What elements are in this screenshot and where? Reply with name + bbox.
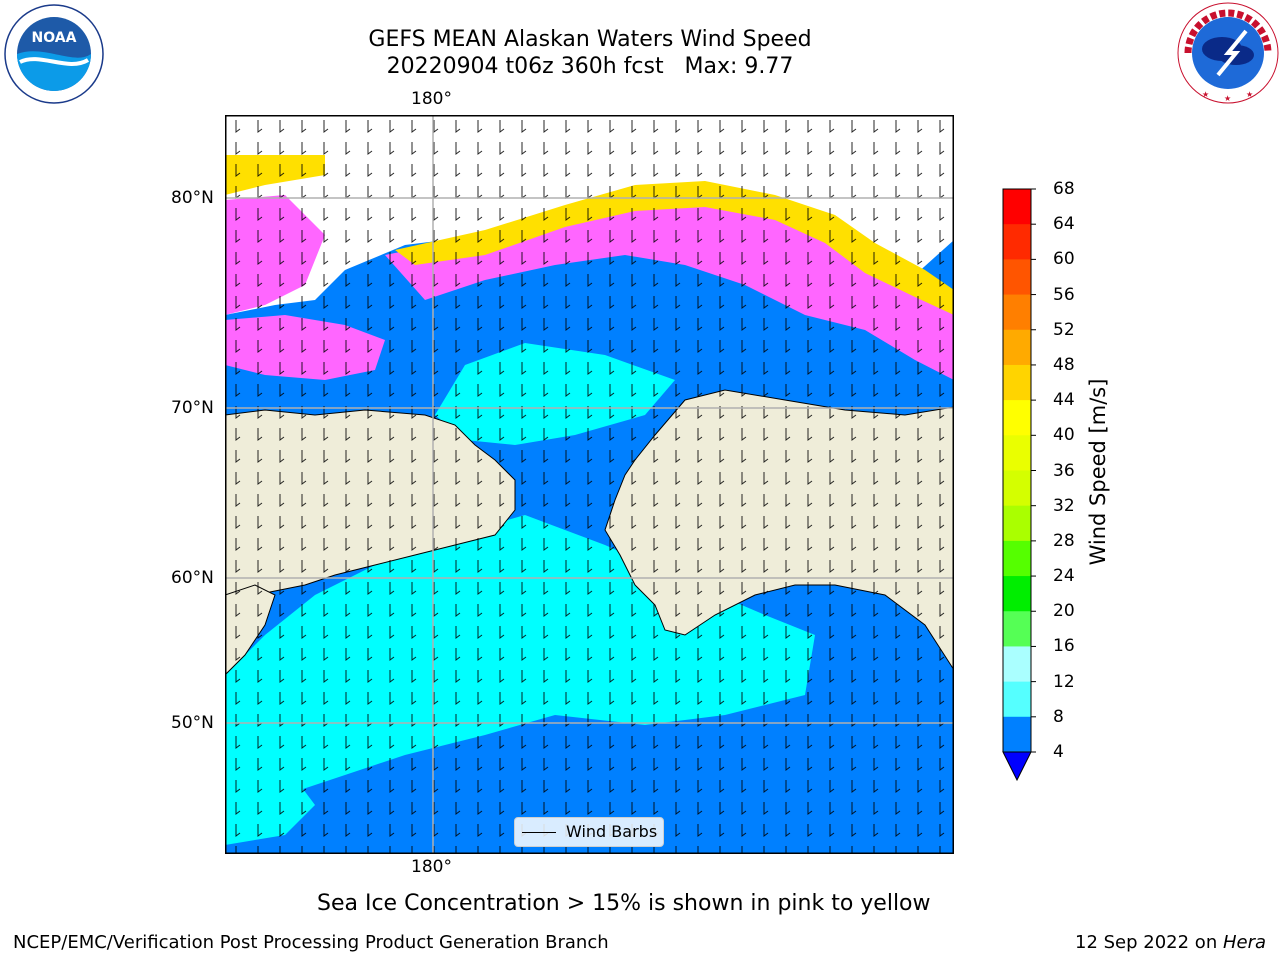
colorbar-tick-label: 44 xyxy=(1053,390,1075,411)
lat-label-50n: 50°N xyxy=(171,713,214,733)
svg-text:★: ★ xyxy=(1246,90,1253,99)
colorbar-tick-label: 8 xyxy=(1053,706,1064,727)
colorbar-band xyxy=(1003,224,1031,260)
colorbar-band xyxy=(1003,576,1031,612)
lon-label-top: 180° xyxy=(411,89,452,109)
colorbar-tick-label: 12 xyxy=(1053,671,1075,692)
nws-logo-icon: ★ ★ ★ xyxy=(1177,2,1279,104)
footer-host: Hera xyxy=(1222,932,1266,953)
lat-label-80n: 80°N xyxy=(171,188,214,208)
colorbar-band xyxy=(1003,435,1031,471)
footer-credit: NCEP/EMC/Verification Post Processing Pr… xyxy=(13,932,609,953)
lat-label-70n: 70°N xyxy=(171,398,214,418)
colorbar-tick-label: 24 xyxy=(1053,566,1075,587)
colorbar-extend xyxy=(1002,751,1032,782)
colorbar-tick-label: 32 xyxy=(1053,495,1075,516)
footer-timestamp: 12 Sep 2022 on Hera xyxy=(1075,932,1266,954)
colorbar-tick-label: 56 xyxy=(1053,284,1075,305)
colorbar-band xyxy=(1003,470,1031,507)
colorbar-tick-label: 28 xyxy=(1053,530,1075,551)
colorbar-tick-label: 16 xyxy=(1053,636,1075,657)
noaa-logo-text: NOAA xyxy=(32,30,77,46)
map-title: GEFS MEAN Alaskan Waters Wind Speed xyxy=(368,27,812,52)
colorbar-band xyxy=(1003,259,1031,296)
colorbar-band xyxy=(1003,505,1031,542)
map-legend: Wind Barbs xyxy=(514,817,664,847)
colorbar-band xyxy=(1003,189,1031,225)
colorbar-band xyxy=(1003,364,1031,401)
colorbar-tick-label: 40 xyxy=(1053,425,1075,446)
colorbar-band xyxy=(1003,294,1031,331)
map-frame xyxy=(225,115,954,854)
noaa-logo-icon: NOAA xyxy=(4,4,104,104)
colorbar-tick-label: 68 xyxy=(1053,179,1075,199)
svg-text:★: ★ xyxy=(1224,94,1231,103)
lon-label-bottom: 180° xyxy=(411,857,452,877)
wind-barbs xyxy=(225,115,954,854)
colorbar-band xyxy=(1003,681,1031,718)
colorbar-band xyxy=(1003,716,1031,752)
map-subtitle: 20220904 t06z 360h fcst Max: 9.77 xyxy=(386,54,794,79)
colorbar-tick-label: 52 xyxy=(1053,319,1075,340)
wind-speed-colorbar xyxy=(1002,188,1036,782)
colorbar-tick-label: 20 xyxy=(1053,601,1075,622)
colorbar-band xyxy=(1003,329,1031,366)
footer-date: 12 Sep 2022 on xyxy=(1075,932,1223,953)
colorbar-band xyxy=(1003,400,1031,436)
colorbar-tick-label: 48 xyxy=(1053,354,1075,375)
wind-barb-legend-line xyxy=(522,832,556,833)
colorbar-band xyxy=(1003,646,1031,683)
colorbar-tick-label: 4 xyxy=(1053,742,1064,762)
legend-label: Wind Barbs xyxy=(566,822,658,841)
colorbar-band xyxy=(1003,540,1031,577)
colorbar-tick-label: 36 xyxy=(1053,460,1075,481)
svg-text:★: ★ xyxy=(1202,90,1209,99)
sea-ice-note: Sea Ice Concentration > 15% is shown in … xyxy=(317,891,931,916)
colorbar-tick-label: 64 xyxy=(1053,214,1075,235)
lat-label-60n: 60°N xyxy=(171,568,214,588)
colorbar-band xyxy=(1003,611,1031,647)
colorbar-tick-label: 60 xyxy=(1053,249,1075,270)
colorbar-label: Wind Speed [m/s] xyxy=(1086,378,1110,566)
wind-speed-map[interactable] xyxy=(225,115,954,854)
